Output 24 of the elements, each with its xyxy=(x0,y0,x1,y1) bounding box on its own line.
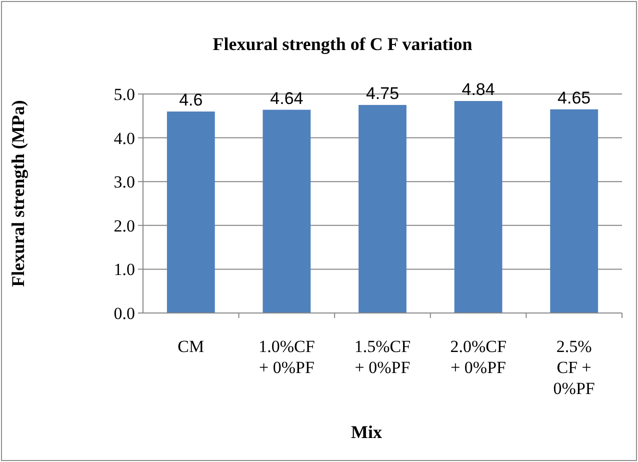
data-label: 4.6 xyxy=(179,90,203,110)
y-tick-label: 4.0 xyxy=(114,128,135,148)
y-tick-label: 5.0 xyxy=(114,84,135,104)
y-axis-title: Flexural strength (MPa) xyxy=(8,100,28,287)
bar xyxy=(454,101,502,313)
data-label: 4.84 xyxy=(462,80,495,100)
bar xyxy=(262,110,311,313)
y-tick-label: 1.0 xyxy=(114,260,135,280)
x-axis-title: Mix xyxy=(351,422,382,442)
bar xyxy=(166,112,215,313)
bar xyxy=(550,109,598,313)
x-tick-label: CM xyxy=(178,337,204,356)
x-tick-label: 2.0%CF + 0%PF xyxy=(450,337,506,377)
data-label: 4.64 xyxy=(270,88,304,108)
chart-title: Flexural strength of C F variation xyxy=(212,34,472,54)
x-tick-label: 2.5% CF + 0%PF xyxy=(553,337,595,398)
x-tick-label: 1.5%CF + 0%PF xyxy=(354,337,411,377)
y-tick-label: 0.0 xyxy=(114,304,135,323)
data-label: 4.65 xyxy=(558,88,591,108)
y-tick-label: 3.0 xyxy=(114,172,135,192)
bar xyxy=(358,104,406,313)
data-label: 4.75 xyxy=(366,84,400,103)
y-tick-label: 2.0 xyxy=(114,216,135,236)
x-tick-label: 1.0%CF + 0%PF xyxy=(258,337,315,377)
